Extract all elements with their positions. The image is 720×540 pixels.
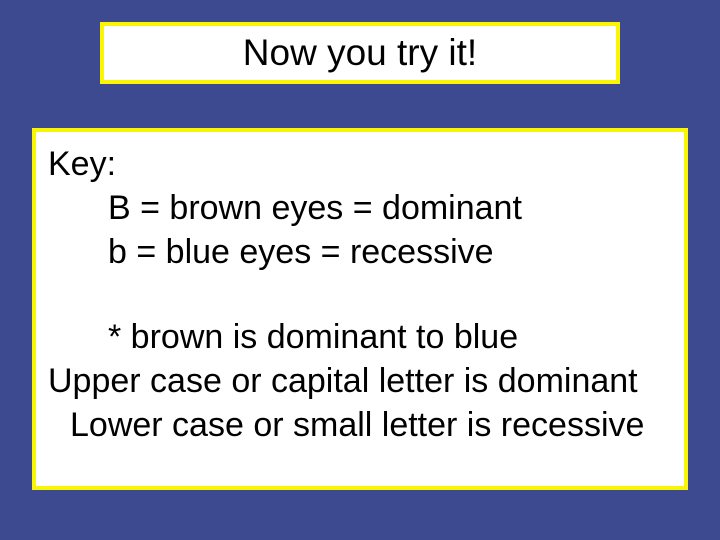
title-box: Now you try it! bbox=[100, 22, 620, 84]
key-rule-upper: Upper case or capital letter is dominant bbox=[48, 359, 672, 403]
key-box: Key: B = brown eyes = dominant b = blue … bbox=[32, 128, 688, 490]
key-line-dominant: B = brown eyes = dominant bbox=[48, 186, 672, 230]
slide-title: Now you try it! bbox=[243, 32, 477, 74]
key-rule-lower: Lower case or small letter is recessive bbox=[48, 403, 672, 447]
key-note: * brown is dominant to blue bbox=[48, 315, 672, 359]
key-label: Key: bbox=[48, 142, 672, 186]
key-line-recessive: b = blue eyes = recessive bbox=[48, 230, 672, 274]
